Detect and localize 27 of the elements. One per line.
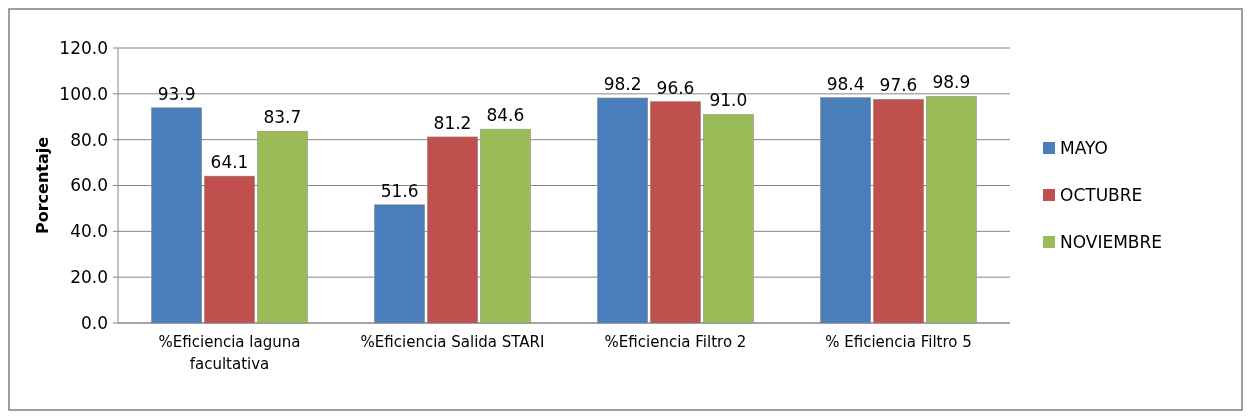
legend-label: NOVIEMBRE [1060, 231, 1163, 252]
data-label: 64.1 [210, 152, 249, 173]
data-label: 51.6 [380, 180, 419, 201]
data-label: 98.2 [603, 73, 642, 94]
y-axis-title: Porcentaje [33, 136, 52, 235]
x-tick-label: %Eficiencia Filtro 2 [604, 333, 747, 351]
data-label: 98.4 [826, 73, 865, 94]
data-label: 81.2 [433, 112, 472, 133]
data-label: 96.6 [656, 77, 695, 98]
y-tick-label: 100.0 [59, 83, 108, 104]
data-label: 83.7 [263, 107, 302, 128]
data-label: 84.6 [486, 105, 525, 126]
y-tick-label: 80.0 [70, 129, 108, 150]
x-tick-label: %Eficiencia Salida STARI [360, 333, 545, 351]
data-label: 97.6 [879, 75, 918, 96]
y-tick-label: 120.0 [59, 37, 108, 58]
x-tick-label: % Eficiencia Filtro 5 [825, 333, 972, 351]
y-tick-label: 20.0 [70, 267, 108, 288]
y-tick-label: 60.0 [70, 175, 108, 196]
x-tick-label: %Eficiencia laguna facultativa [158, 333, 301, 373]
data-label: 98.9 [932, 72, 971, 93]
legend-label: OCTUBRE [1060, 184, 1143, 205]
legend-label: MAYO [1060, 137, 1108, 158]
data-label: 93.9 [157, 83, 196, 104]
y-tick-label: 0.0 [80, 312, 108, 333]
data-label: 91.0 [709, 90, 748, 111]
y-tick-label: 40.0 [70, 221, 108, 242]
